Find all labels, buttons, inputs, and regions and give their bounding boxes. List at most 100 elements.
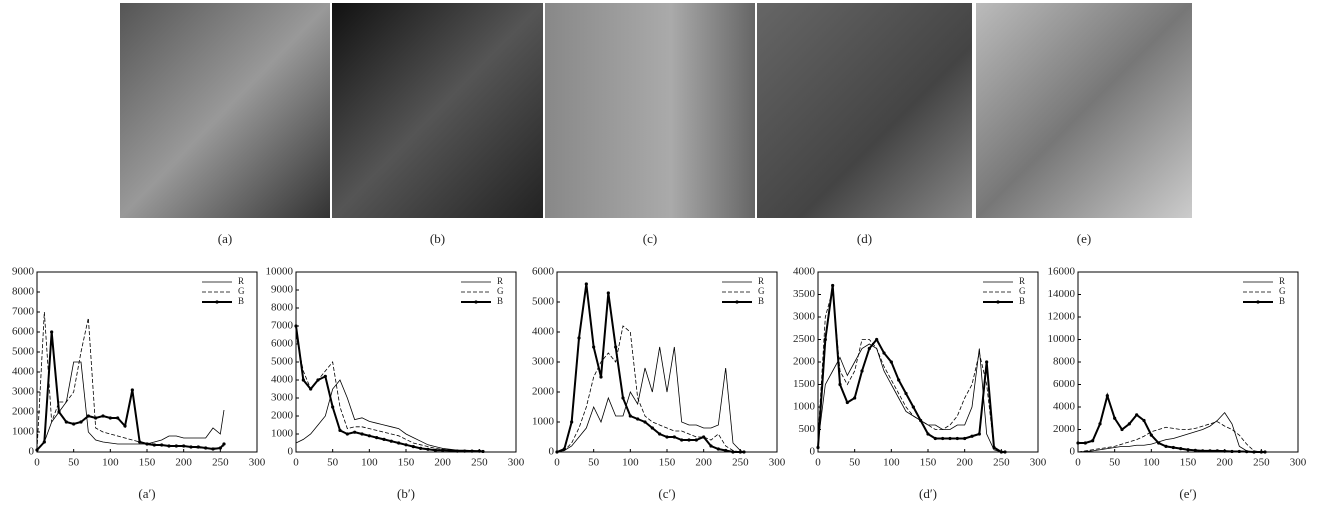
series-marker: [219, 446, 222, 449]
x-tick-label: 0: [34, 457, 40, 469]
series-marker: [79, 420, 82, 423]
series-marker: [145, 442, 148, 445]
x-tick-label: 0: [293, 457, 299, 469]
series-marker: [824, 338, 827, 341]
x-tick-label: 100: [361, 457, 378, 469]
y-tick-label: 9000: [12, 266, 35, 278]
series-marker: [1194, 449, 1197, 452]
y-tick-label: 2000: [793, 356, 816, 368]
y-tick-label: 1000: [12, 426, 35, 438]
series-marker: [375, 436, 378, 439]
y-tick-label: 500: [799, 423, 816, 435]
series-line: [557, 326, 744, 452]
series-marker: [43, 440, 46, 443]
legend-marker: [996, 300, 999, 303]
series-marker: [1186, 448, 1189, 451]
series-marker: [1230, 450, 1233, 453]
image-caption: (b): [430, 231, 445, 246]
series-marker: [1260, 450, 1263, 453]
x-tick-label: 250: [212, 457, 229, 469]
legend-label: B: [497, 296, 503, 306]
image-caption: (d): [857, 231, 872, 246]
x-tick-label: 150: [139, 457, 156, 469]
series-marker: [868, 347, 871, 350]
series-marker: [382, 438, 385, 441]
series-marker: [963, 437, 966, 440]
series-marker: [636, 417, 639, 420]
series-marker: [1135, 413, 1138, 416]
series-marker: [643, 420, 646, 423]
figure: (a)(b)(c)(d)(e)0100020003000400050006000…: [0, 0, 1319, 508]
y-tick-label: 1000: [271, 428, 294, 440]
series-marker: [57, 410, 60, 413]
series-line: [1078, 396, 1265, 452]
series-marker: [621, 396, 624, 399]
series-marker: [816, 446, 819, 449]
series-marker: [709, 444, 712, 447]
series-marker: [338, 429, 341, 432]
legend-label: R: [1279, 276, 1285, 286]
series-marker: [1179, 447, 1182, 450]
legend-label: G: [758, 286, 765, 296]
y-tick-label: 1500: [793, 378, 816, 390]
series-marker: [897, 378, 900, 381]
series-marker: [1098, 422, 1101, 425]
series-marker: [1216, 449, 1219, 452]
series-line: [557, 284, 744, 452]
series-marker: [197, 445, 200, 448]
y-tick-label: 12000: [1048, 311, 1076, 323]
y-tick-label: 10000: [266, 266, 294, 278]
series-marker: [1000, 450, 1003, 453]
x-tick-label: 300: [769, 457, 786, 469]
legend-marker: [215, 300, 218, 303]
series-marker: [175, 444, 178, 447]
series-marker: [101, 414, 104, 417]
x-tick-label: 0: [554, 457, 560, 469]
series-marker: [919, 419, 922, 422]
series-marker: [72, 422, 75, 425]
series-marker: [695, 438, 698, 441]
x-tick-label: 100: [883, 457, 900, 469]
series-line: [37, 332, 224, 450]
y-tick-label: 10000: [1048, 333, 1076, 345]
series-line: [37, 362, 224, 450]
x-tick-label: 300: [249, 457, 266, 469]
plot-frame: [557, 272, 777, 452]
series-marker: [956, 437, 959, 440]
x-tick-label: 150: [1180, 457, 1197, 469]
series-marker: [412, 445, 415, 448]
x-tick-label: 150: [659, 457, 676, 469]
image-caption: (e): [1077, 231, 1091, 246]
series-marker: [1201, 449, 1204, 452]
series-marker: [182, 444, 185, 447]
y-tick-label: 2500: [793, 333, 816, 345]
x-tick-label: 150: [920, 457, 937, 469]
series-marker: [853, 396, 856, 399]
series-marker: [390, 440, 393, 443]
series-marker: [926, 432, 929, 435]
x-tick-label: 250: [1253, 457, 1270, 469]
series-marker: [1120, 428, 1123, 431]
series-marker: [992, 446, 995, 449]
series-marker: [211, 447, 214, 450]
legend-label: G: [497, 286, 504, 296]
legend-label: R: [758, 276, 764, 286]
series-marker: [838, 383, 841, 386]
series-marker: [1223, 450, 1226, 453]
series-marker: [167, 444, 170, 447]
x-tick-label: 250: [732, 457, 749, 469]
series-marker: [731, 450, 734, 453]
series-marker: [585, 282, 588, 285]
series-marker: [614, 345, 617, 348]
x-tick-label: 200: [175, 457, 192, 469]
chart-caption: (d′): [919, 486, 937, 501]
series-marker: [742, 450, 745, 453]
series-marker: [607, 291, 610, 294]
series-marker: [1091, 439, 1094, 442]
series-marker: [1252, 450, 1255, 453]
plot-frame: [296, 272, 516, 452]
image-a: [120, 3, 330, 218]
series-marker: [123, 424, 126, 427]
image-b: [332, 3, 543, 218]
image-caption: (a): [218, 231, 232, 246]
